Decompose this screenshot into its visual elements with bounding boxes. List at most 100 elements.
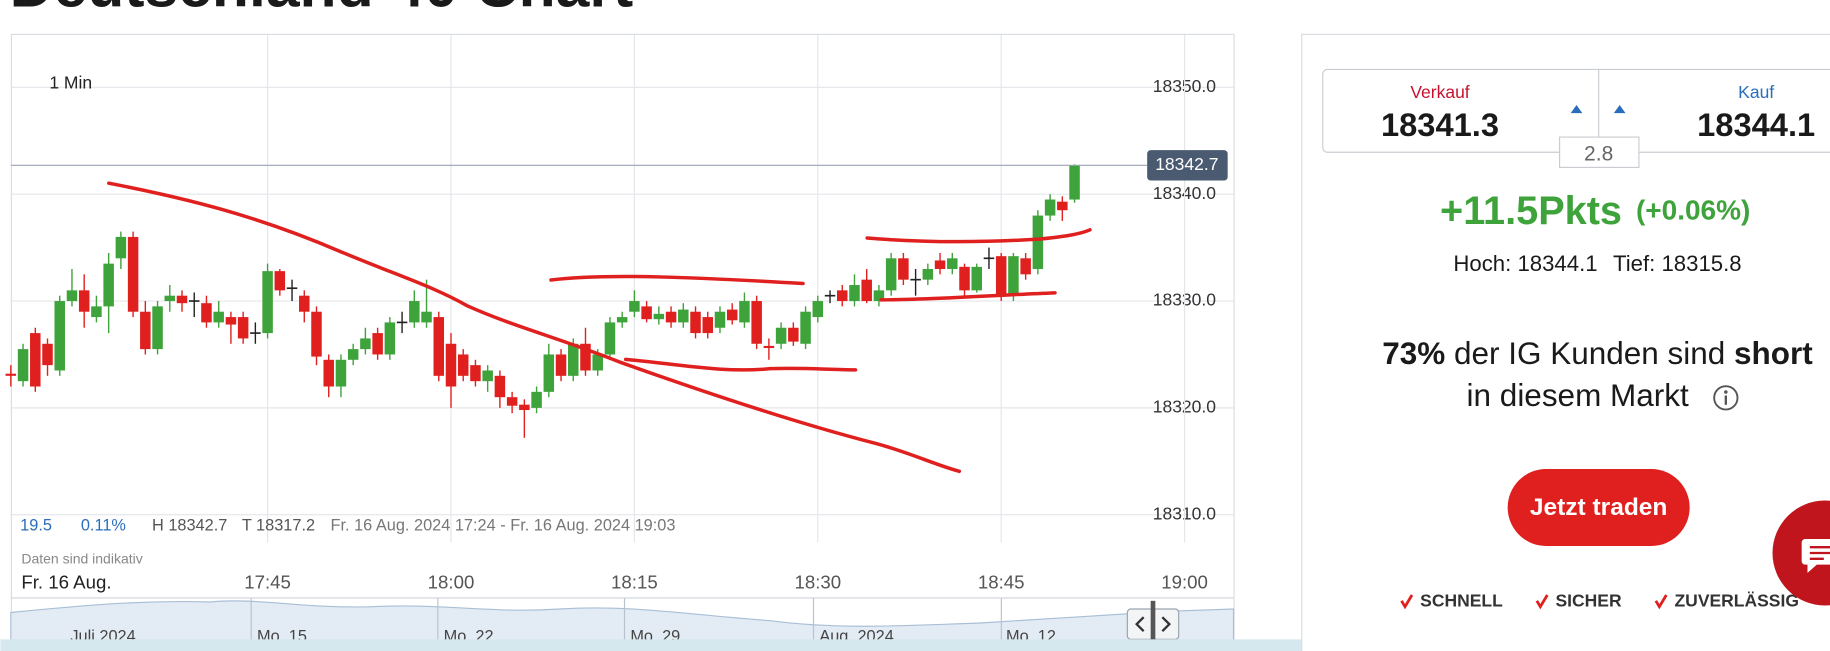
candle-body [164, 295, 176, 302]
candle-body [1069, 165, 1080, 200]
candle-body [1008, 256, 1019, 296]
last-price-label: 18342.7 [1155, 154, 1218, 174]
candle-body [433, 317, 445, 376]
candle-body [995, 256, 1007, 296]
candle-body [299, 295, 310, 312]
feature: ZUVERLÄSSIG [1675, 591, 1799, 611]
interval-label[interactable]: 1 Min [49, 73, 92, 93]
change-pct: (+0.06%) [1636, 195, 1750, 226]
stat-high: H 18342.7 [152, 516, 227, 534]
candle-body [384, 322, 396, 355]
candle-body [140, 311, 151, 350]
candle-body [641, 306, 652, 320]
stat-change-pct: 0.11% [81, 516, 126, 534]
feature: SICHER [1556, 591, 1622, 611]
page-title: Deutschland 40 Chart [10, 0, 634, 20]
spread: 2.8 [1584, 143, 1613, 166]
trend-line [879, 291, 1057, 302]
spread-box [1559, 136, 1640, 168]
candle-body [225, 317, 237, 325]
candle-body [568, 343, 579, 376]
candle-body [1044, 199, 1056, 216]
candle-body [702, 317, 714, 334]
cta-label[interactable]: Jetzt traden [1530, 494, 1668, 521]
candle-body [482, 370, 493, 382]
sentiment-direction: short [1734, 335, 1813, 371]
candle-body [78, 290, 90, 312]
candles [5, 164, 1080, 438]
candle-body [494, 375, 506, 398]
candle-body [237, 317, 249, 339]
candle-body [519, 404, 530, 411]
last-price: 18342.7 [10, 150, 1228, 181]
sentiment-percent: 73% [1382, 335, 1445, 371]
candle-body [372, 333, 383, 355]
features: SCHNELL SICHER ZUVERLÄSSIG [1400, 591, 1799, 611]
navigator-area [10, 600, 1235, 651]
candle-body [983, 257, 995, 260]
trend-line [623, 357, 858, 372]
candle-body [849, 285, 860, 302]
candle-body [885, 258, 897, 291]
candle-body [812, 301, 824, 318]
candle-body [115, 236, 127, 259]
candle-body [66, 290, 78, 302]
trend-line [107, 181, 962, 474]
candle-body [861, 279, 872, 302]
candle-body [592, 354, 603, 371]
cta-button[interactable] [1507, 469, 1690, 546]
candle-body [127, 236, 139, 312]
x-tick-label: 18:00 [428, 571, 475, 592]
x-tick-label: 19:00 [1161, 571, 1208, 592]
candle-body [910, 278, 921, 281]
candle-body [580, 343, 591, 371]
candle-body [1032, 215, 1044, 269]
data-note: Daten sind indikativ [21, 551, 142, 567]
candle-body [262, 271, 273, 334]
candle-body [555, 354, 567, 376]
candle-body [152, 306, 163, 350]
candle-body [836, 290, 848, 302]
low-value: 18315.8 [1661, 251, 1741, 276]
check-marks [1400, 594, 1668, 610]
candle-body [335, 359, 347, 387]
candle-body [421, 311, 432, 323]
buy-price[interactable]: 18344.1 [1697, 106, 1815, 143]
candle-body [1057, 201, 1068, 211]
candle-body [690, 311, 701, 334]
sell-price[interactable]: 18341.3 [1381, 106, 1499, 143]
high-label: Hoch: [1453, 251, 1511, 276]
candle-body [788, 327, 799, 342]
tick-arrows [1570, 105, 1626, 114]
candle-body [91, 306, 102, 318]
candle-body [665, 311, 677, 323]
candle-body [347, 349, 359, 360]
candle-body [604, 322, 616, 355]
x-axis: 17:45 18:00 18:15 18:30 18:45 19:00 [244, 571, 1208, 592]
high-low: Hoch: 18344.1 Tief: 18315.8 [1453, 251, 1741, 276]
candle-body [323, 359, 334, 387]
candle-body [17, 349, 29, 382]
candle-body [250, 332, 261, 334]
candle-body [934, 260, 946, 269]
candle-body [409, 301, 420, 323]
candle-body [971, 266, 982, 291]
info-icon[interactable] [1713, 385, 1739, 411]
x-tick-label: 18:45 [978, 571, 1025, 592]
feature: SCHNELL [1420, 591, 1503, 611]
chat-button[interactable] [1772, 500, 1830, 606]
candle-body [311, 311, 322, 357]
buy-label[interactable]: Kauf [1738, 82, 1774, 102]
annotations [107, 181, 1092, 474]
candle-body [286, 287, 298, 290]
candle-body [42, 343, 53, 366]
stat-low: T 18317.2 [242, 516, 315, 534]
candle-body [726, 309, 738, 321]
candle-body [714, 311, 726, 328]
stat-range: Fr. 16 Aug. 2024 17:24 - Fr. 16 Aug. 202… [331, 516, 676, 534]
candle-body [274, 271, 286, 291]
candle-body [543, 354, 555, 392]
candle-body [213, 311, 224, 323]
sell-label[interactable]: Verkauf [1410, 82, 1469, 102]
low-label: Tief: [1613, 251, 1655, 276]
